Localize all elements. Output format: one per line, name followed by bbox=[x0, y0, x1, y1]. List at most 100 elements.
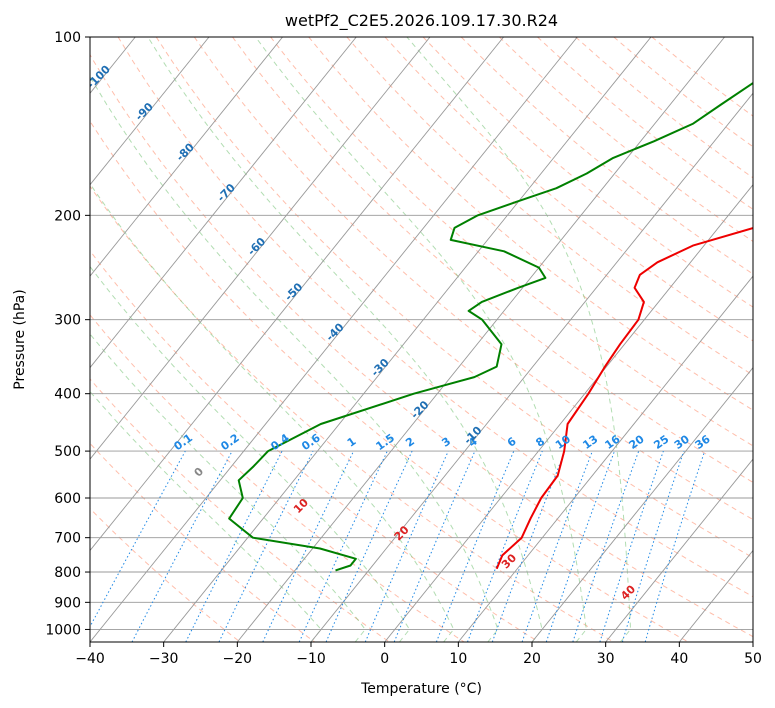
isotherm-label: -60 bbox=[245, 235, 268, 258]
mixing-ratio-line bbox=[90, 450, 186, 628]
y-axis-label: Pressure (hPa) bbox=[12, 289, 28, 389]
dry-adiabat-line bbox=[90, 314, 465, 642]
isotherm-label: -50 bbox=[282, 280, 305, 303]
moist-adiabat-line bbox=[90, 390, 322, 642]
line-annotations: 0.1 0.2 0.4 0.6 1 1.5 2 3 4 6 8 10 13 16 20 25 30 36-100-… bbox=[84, 63, 713, 603]
moist-adiabat-line bbox=[147, 37, 543, 642]
isotherm-line bbox=[752, 641, 753, 642]
dry-adiabat-line bbox=[499, 37, 753, 243]
dry-adiabat-line bbox=[90, 378, 390, 642]
profile-lines bbox=[228, 81, 753, 572]
mixing-ratio-line bbox=[467, 450, 543, 642]
chart-title: wetPf2_C2E5.2026.109.17.30.R24 bbox=[285, 11, 558, 31]
isotherm-line bbox=[163, 37, 652, 642]
moist-adiabat-line bbox=[90, 333, 366, 642]
dry-adiabat-line bbox=[613, 37, 753, 148]
dry-adiabat-line bbox=[346, 37, 753, 376]
mixing-ratio-line bbox=[491, 450, 566, 642]
isotherm-line bbox=[457, 275, 753, 642]
mixing-ratio-line bbox=[131, 450, 233, 642]
mixing-ratio-label: 10 bbox=[553, 432, 573, 452]
mixing-ratio-line bbox=[435, 450, 515, 642]
mixing-ratio-line bbox=[644, 450, 706, 642]
y-tick-label: 1000 bbox=[45, 622, 81, 638]
dry-adiabat-label: 10 bbox=[291, 496, 311, 516]
axis-ticks: −40 −30 −20 −10 0 10 20 30 40 5010020030040050060… bbox=[45, 30, 762, 667]
dewpoint-profile-line bbox=[228, 81, 753, 572]
dry-adiabat-line bbox=[90, 249, 540, 642]
dry-adiabat-line bbox=[232, 37, 753, 483]
mixing-ratio-label: 16 bbox=[602, 432, 622, 452]
mixing-ratio-line bbox=[521, 450, 593, 642]
y-tick-label: 700 bbox=[54, 531, 81, 547]
moist-adiabat-line bbox=[90, 265, 411, 642]
y-tick-label: 400 bbox=[54, 387, 81, 403]
mixing-ratio-label: 20 bbox=[627, 432, 647, 452]
moist-adiabat-line bbox=[90, 182, 455, 642]
dry-adiabat-line bbox=[90, 507, 241, 642]
mixing-ratio-label: 0.2 bbox=[218, 431, 241, 453]
x-tick-label: 40 bbox=[670, 651, 688, 667]
y-tick-label: 300 bbox=[54, 313, 81, 329]
mixing-ratio-label: 0.6 bbox=[299, 431, 323, 453]
isotherm-label: -10 bbox=[461, 424, 484, 447]
isotherm-label: -30 bbox=[369, 356, 392, 379]
mixing-ratio-line bbox=[325, 450, 413, 642]
dry-adiabat-line bbox=[90, 53, 753, 638]
dry-adiabat-line bbox=[270, 37, 753, 447]
dry-adiabat-line bbox=[90, 120, 689, 642]
mixing-ratio-line bbox=[599, 450, 664, 642]
isotherm-line bbox=[90, 37, 357, 369]
y-tick-label: 900 bbox=[54, 595, 81, 611]
isotherm-line bbox=[384, 184, 753, 642]
isotherm-line bbox=[90, 37, 431, 460]
dry-adiabat-line bbox=[422, 37, 753, 308]
isotherm-line bbox=[90, 37, 504, 552]
x-tick-label: −30 bbox=[149, 651, 179, 667]
x-tick-label: 30 bbox=[597, 651, 615, 667]
y-tick-label: 800 bbox=[54, 565, 81, 581]
isotherm-line bbox=[90, 37, 283, 277]
mixing-ratio-label: 1.5 bbox=[374, 431, 397, 453]
mixing-ratio-label: 0.1 bbox=[172, 431, 195, 453]
y-tick-label: 100 bbox=[54, 30, 81, 46]
x-tick-label: 50 bbox=[744, 651, 762, 667]
mixing-ratio-line bbox=[621, 450, 685, 642]
dry-adiabat-label: 0 bbox=[192, 465, 207, 480]
y-tick-label: 200 bbox=[54, 208, 81, 224]
mixing-ratio-label: 25 bbox=[651, 433, 671, 452]
isotherm-line bbox=[236, 37, 725, 642]
mixing-ratio-label: 36 bbox=[693, 432, 713, 452]
mixing-ratio-line bbox=[393, 450, 476, 642]
x-tick-label: 10 bbox=[449, 651, 467, 667]
mixing-ratio-line bbox=[185, 450, 283, 642]
mixing-ratio-label: 13 bbox=[580, 433, 600, 452]
mixing-ratio-line bbox=[218, 450, 314, 642]
moist-adiabat-line bbox=[90, 75, 499, 642]
mixing-ratio-line bbox=[545, 450, 615, 642]
dry-adiabat-line bbox=[90, 185, 614, 642]
dry-adiabat-line bbox=[308, 37, 753, 411]
background-lines bbox=[90, 37, 753, 642]
isotherm-label: -100 bbox=[84, 63, 113, 92]
mixing-ratio-label: 2 bbox=[403, 435, 417, 450]
y-tick-label: 500 bbox=[54, 444, 81, 460]
moist-adiabat-line bbox=[255, 37, 587, 642]
temperature-profile-line bbox=[495, 227, 753, 570]
dry-adiabat-line bbox=[90, 442, 316, 642]
mixing-ratio-label: 3 bbox=[439, 435, 453, 450]
x-tick-label: 20 bbox=[523, 651, 541, 667]
x-tick-label: 0 bbox=[380, 651, 389, 667]
isotherm-label: -70 bbox=[215, 181, 238, 204]
dry-adiabat-line bbox=[384, 37, 753, 342]
x-axis-label: Temperature (°C) bbox=[360, 681, 482, 697]
mixing-ratio-label: 6 bbox=[505, 435, 519, 450]
isotherm-line bbox=[90, 37, 210, 186]
isotherm-label: -20 bbox=[408, 398, 431, 421]
mixing-ratio-line bbox=[364, 450, 449, 642]
moist-adiabat-line bbox=[406, 37, 632, 642]
isotherm-label: -90 bbox=[133, 100, 156, 123]
isotherm-line bbox=[90, 37, 578, 642]
x-tick-label: −20 bbox=[223, 651, 253, 667]
